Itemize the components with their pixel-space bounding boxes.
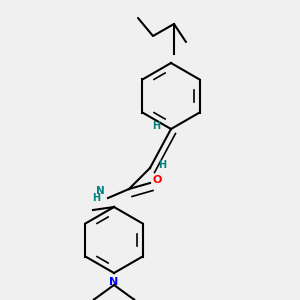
Text: N: N [110,277,118,287]
Text: H: H [152,121,160,131]
Text: N: N [96,185,105,196]
Text: H: H [158,160,166,170]
Text: O: O [153,175,162,185]
Text: H: H [92,193,100,203]
